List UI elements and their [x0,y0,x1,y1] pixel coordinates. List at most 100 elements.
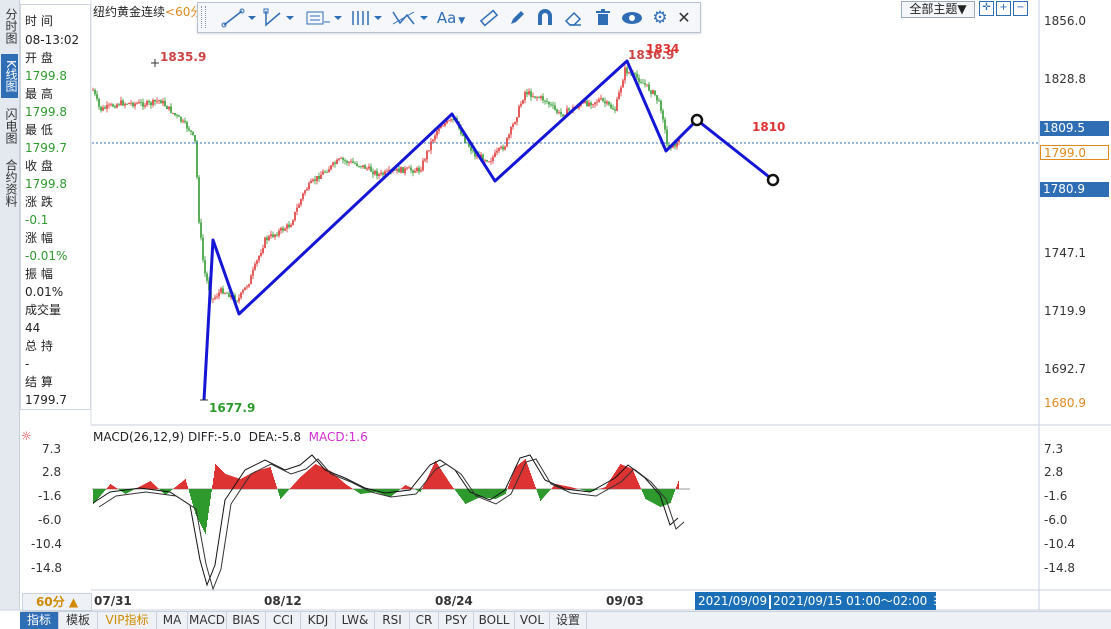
channel-tool-icon[interactable] [348,7,384,29]
drawn-zigzag-line[interactable] [204,61,773,400]
eye-icon[interactable] [620,7,644,29]
tab-ma[interactable]: MA [157,612,188,629]
tab-macd[interactable]: MACD [188,612,227,629]
ruler-icon[interactable] [478,7,500,29]
macd-bar [184,480,185,489]
indicator-settings-icon[interactable]: ☼ [21,429,32,443]
macd-bar [452,487,453,489]
eraser-icon[interactable] [562,7,584,29]
tab-indicators[interactable]: 指标 [20,612,59,629]
candle-body [628,72,630,73]
candle-body [312,180,314,182]
pen-icon[interactable] [506,7,528,29]
macd-bar [665,489,666,505]
candle-body [136,103,138,104]
toolbar-grip-icon[interactable] [201,6,206,28]
macd-bar [325,469,326,489]
menu-icon[interactable]: ☰ [933,594,936,608]
macd-bar [158,488,159,489]
zoom-in-icon[interactable]: + [996,1,1011,16]
trash-icon[interactable] [592,7,614,29]
macd-bar [575,488,576,489]
tab-psy[interactable]: PSY [439,612,474,629]
macd-bar [311,467,312,489]
macd-bar [537,489,538,493]
tab-cr[interactable]: CR [410,612,439,629]
close-icon[interactable]: ✕ [675,7,693,29]
polyline-tool-icon[interactable] [262,7,296,29]
candle-body [344,160,346,161]
macd-bar [529,470,530,489]
macd-bar [654,489,655,504]
zigzag-handle-1[interactable] [692,115,702,125]
candle-body [348,162,350,163]
tab-cci[interactable]: CCI [266,612,301,629]
candle-body [156,101,158,102]
macd-bar [261,469,262,489]
macd-bar [673,489,674,495]
pattern-tool-icon[interactable] [390,7,430,29]
candle-body [262,248,264,253]
candle-body [282,228,284,231]
macd-bar [302,475,303,489]
macd-bar [639,485,640,489]
macd-bar [177,485,178,489]
candle-body [138,102,140,103]
fib-tool-icon[interactable] [304,7,344,29]
tab-boll[interactable]: BOLL [474,612,515,629]
macd-bar [151,482,152,489]
tab-rsi[interactable]: RSI [375,612,410,629]
candle-body [142,102,144,106]
macd-bar [650,489,651,502]
macd-bar [269,467,270,489]
theme-selector[interactable]: 全部主题▼ [901,1,975,18]
macd-bar [256,471,257,489]
macd-bar [153,484,154,489]
candle-body [470,147,472,151]
macd-bar [462,489,463,500]
candle-body [664,120,666,130]
period-button[interactable]: 60分 ▲ [22,593,92,611]
zigzag-handle-2[interactable] [768,175,778,185]
annotation-low: 1677.9 [209,401,255,415]
tab-kdj[interactable]: KDJ [301,612,336,629]
candle-body [414,171,416,173]
candle-body [292,220,294,225]
macd-bar [203,489,204,530]
macd-bar [338,478,339,489]
text-tool-icon[interactable]: Aa▼ [432,7,470,29]
candle-body [434,136,436,140]
macd-bar [459,489,460,496]
zoom-out-icon[interactable]: − [1013,1,1028,16]
candle-body [194,135,196,141]
candle-body [394,170,396,171]
candle-body [646,84,648,85]
candle-body [346,161,348,163]
candle-body [490,161,492,162]
candle-body [240,293,242,298]
tab-settings[interactable]: 设置 [550,612,587,629]
macd-bar [102,489,103,493]
candle-body [412,170,414,172]
macd-bar [213,478,214,489]
macd-bar [96,489,97,500]
tab-lw[interactable]: LW& [336,612,375,629]
macd-bar [448,481,449,489]
candle-body [512,124,514,127]
magnet-icon[interactable] [534,7,556,29]
tab-bias[interactable]: BIAS [227,612,266,629]
fullscreen-icon[interactable]: ✛ [979,1,994,16]
macd-bar [175,487,176,489]
candle-body [360,166,362,167]
line-tool-icon[interactable] [220,7,258,29]
tab-templates[interactable]: 模板 [59,612,98,629]
macd-bar [674,489,675,492]
macd-bar [358,489,359,493]
candle-body [428,150,430,151]
macd-left-tick-4: -6.0 [38,513,61,527]
tab-vip[interactable]: VIP指标 [98,612,157,629]
tab-vol[interactable]: VOL [515,612,550,629]
macd-left-tick-2: 2.8 [42,465,61,479]
gear-icon[interactable]: ⚙ [649,7,671,29]
